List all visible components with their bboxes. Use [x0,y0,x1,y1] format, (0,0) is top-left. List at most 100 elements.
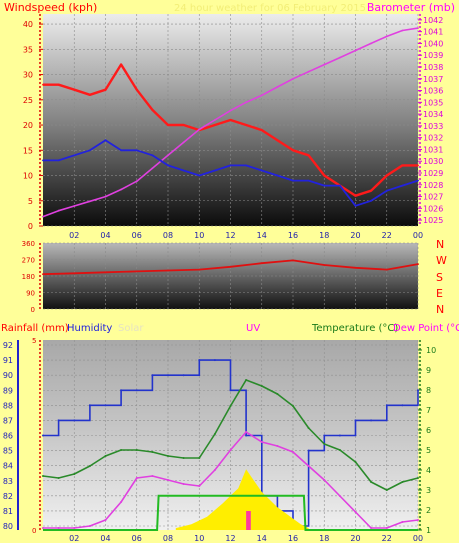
dewpoint-point [151,475,154,477]
top-series-point [276,139,279,142]
direction-tick-label: 180 [22,273,35,281]
top-series-point [73,154,76,157]
temperature-tick-label: 4 [426,466,431,475]
top-x-tick-label: 00 [413,231,423,240]
top-series-point [42,159,44,162]
top-series-point [323,174,326,177]
barometer-tick-label: 1036 [423,87,443,96]
top-series-point [42,215,44,218]
dewpoint-point [135,477,138,479]
wind-direction-point [292,259,294,262]
top-series-point [260,129,263,132]
top-series-point [214,124,216,126]
top-series-point [245,164,248,167]
wind-direction-point [385,268,388,271]
top-x-tick-label: 14 [257,231,267,240]
lower-x-tick-label: 06 [132,534,142,543]
top-series-point [339,56,341,59]
top-series-point [307,70,310,73]
top-series-point [57,159,60,162]
barometer-tick-label: 1040 [423,39,443,48]
top-series-point [401,164,404,167]
windspeed-tick-label: 15 [23,146,33,155]
lower-x-tick-label: 18 [319,534,329,543]
top-series-point [354,49,357,52]
temperature-tick-label: 8 [426,386,431,395]
top-series-point [73,88,76,91]
wind-direction-point [167,269,169,272]
windspeed-tick-label: 25 [23,96,33,105]
temperature-point [104,455,107,457]
humidity-tick-label: 84 [3,462,13,471]
top-series-point [323,63,326,66]
temperature-point [182,457,185,459]
dewpoint-point [417,519,419,521]
humidity-tick-label: 85 [3,447,13,456]
top-series-point [417,179,419,182]
temperature-tick-label: 7 [426,406,431,415]
dewpoint-point [245,431,248,433]
temperature-point [198,457,201,459]
top-series-point [401,29,404,32]
temperature-point [229,405,232,407]
temperature-tick-label: 9 [426,366,431,375]
top-series-point [276,86,279,88]
top-series-point [135,88,138,91]
temperature-point [42,475,44,477]
top-series-point [385,174,388,177]
temperature-point [120,449,123,451]
humidity-tick-label: 82 [3,492,13,501]
lower-x-tick-label: 12 [225,534,235,543]
lower-x-tick-label: 16 [288,534,298,543]
top-x-tick-label: 22 [382,231,392,240]
top-series-point [292,77,294,80]
top-series-point [339,184,341,187]
lower-x-tick-label: 04 [100,534,110,543]
dewpoint-point [182,483,185,485]
humidity-point [120,389,123,392]
temperature-point [338,449,341,451]
temperature-point [354,461,357,463]
barometer-tick-label: 1035 [423,98,443,107]
windspeed-tick-label: 20 [23,121,33,130]
top-x-tick-label: 06 [132,231,142,240]
top-series-point [89,149,91,152]
humidity-point [323,434,326,437]
lower-x-tick-label: 08 [163,534,173,543]
temperature-tick-label: 10 [426,346,436,355]
humidity-tick-label: 86 [3,432,13,441]
wind-direction-point [73,272,76,275]
top-x-tick-label: 10 [194,231,204,240]
compass-label-s: S [436,271,443,284]
top-series-point [229,109,232,112]
humidity-tick-label: 91 [3,356,13,365]
top-series-point [307,179,310,182]
compass-label-w: W [436,254,447,267]
top-series-point [229,164,232,167]
top-series-point [57,83,60,86]
temperature-tick-label: 1 [426,526,431,535]
compass-label-n-top: N [436,238,444,251]
top-x-tick-label: 12 [225,231,235,240]
top-series-point [57,209,60,212]
direction-tick-label: 270 [22,257,35,265]
humidity-point [385,404,388,407]
top-series-point [167,124,169,126]
wind-direction-point [198,268,201,271]
rainfall-tick-label: 0 [32,527,36,535]
top-series-point [104,195,107,198]
temperature-point [135,449,138,451]
windspeed-tick-label: 0 [28,222,33,231]
humidity-line [43,359,419,527]
lower-series [42,359,419,531]
windspeed-tick-label: 5 [28,197,33,206]
solar-axis-title: Solar [118,323,144,334]
humidity-point [57,419,60,422]
barometer-tick-label: 1032 [423,134,443,143]
temperature-point [323,443,326,445]
humidity-axis-title: Humidity [67,323,112,334]
solar-area [175,469,309,530]
barometer-tick-label: 1030 [423,157,443,166]
humidity-tick-label: 80 [3,522,13,531]
